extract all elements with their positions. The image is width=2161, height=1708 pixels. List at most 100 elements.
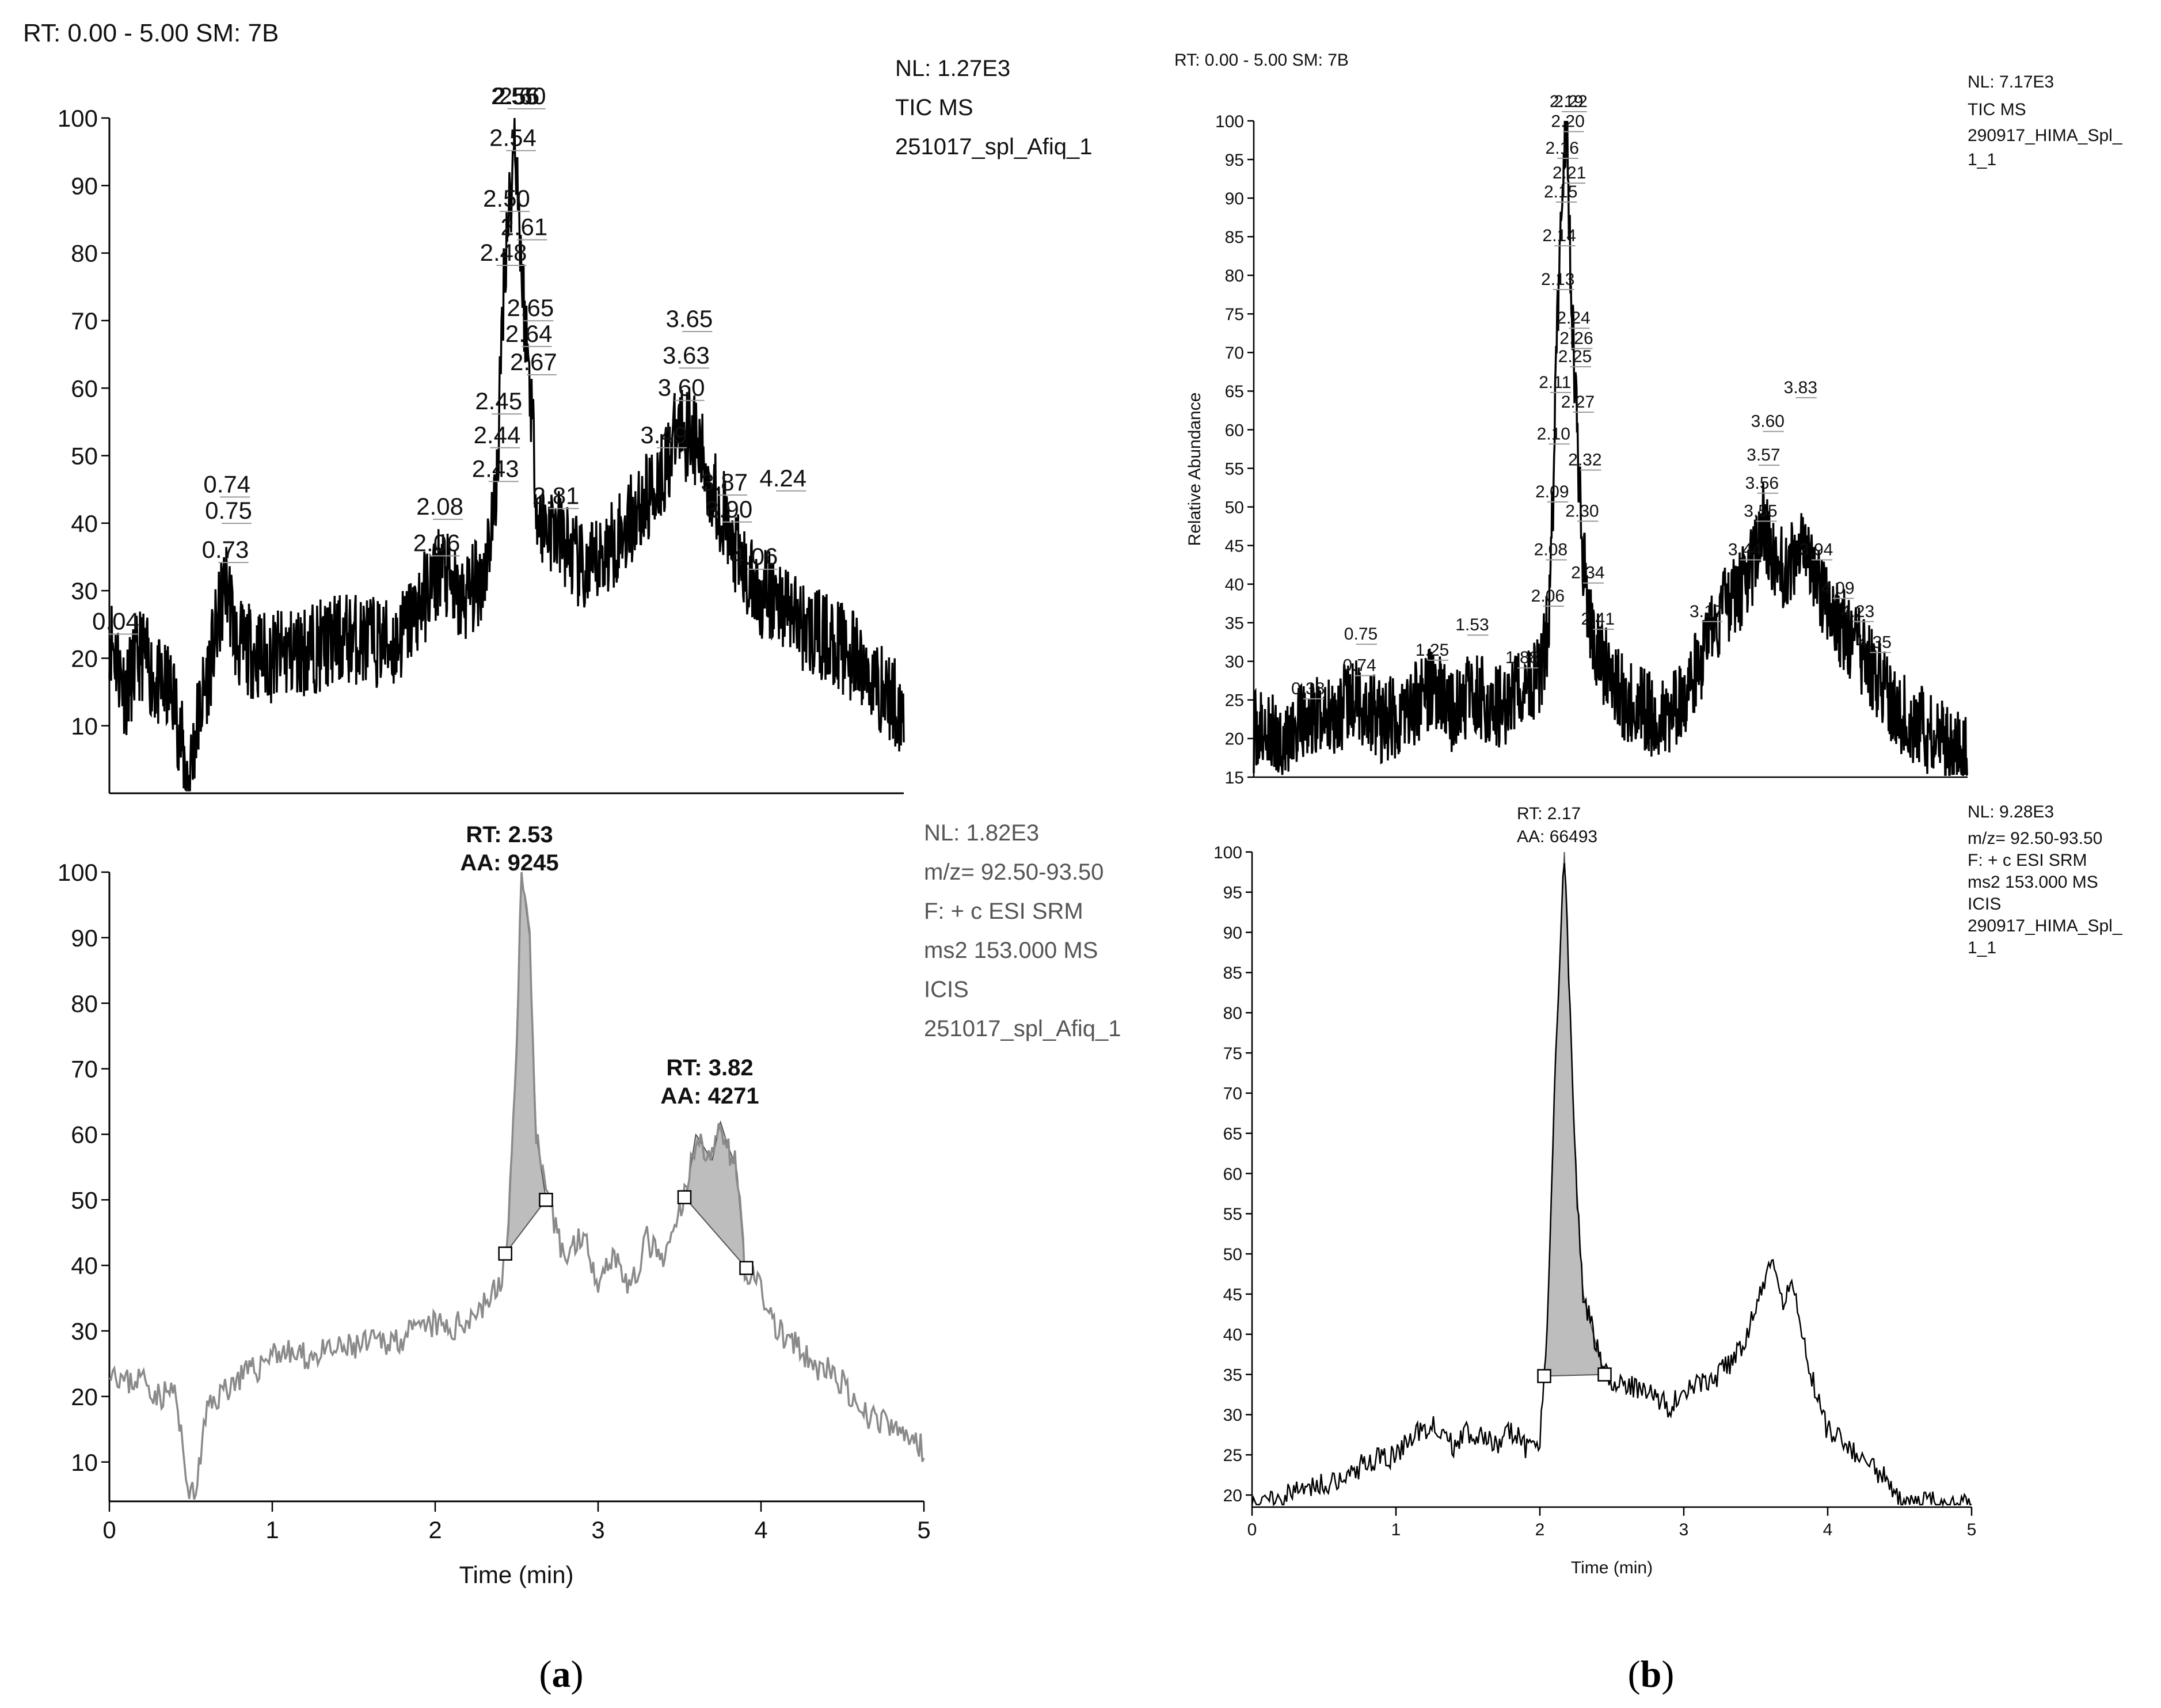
- peak-label: 2.15: [1544, 182, 1577, 201]
- y-tick-label: 30: [71, 577, 98, 604]
- y-tick-label: 40: [71, 1252, 98, 1279]
- peak-label: 1.25: [1416, 641, 1449, 660]
- peak-label: 2.41: [1581, 610, 1614, 629]
- y-tick-label: 90: [1225, 189, 1244, 208]
- panel-a: RT: 0.00 - 5.00 SM: 7B NL: 1.27E3 TIC MS…: [23, 19, 1121, 1695]
- y-tick-label: 25: [1223, 1446, 1242, 1465]
- peak-label: 3.83: [1784, 378, 1817, 397]
- peak-label: 3.17: [1690, 602, 1723, 621]
- peak-label: 2.65: [507, 294, 554, 321]
- peak-label: 2.25: [1558, 347, 1592, 366]
- peak-label: 2.16: [1545, 139, 1578, 158]
- y-tick-label: 45: [1223, 1285, 1242, 1304]
- peak-label: 2.11: [1539, 373, 1571, 392]
- info-line: ms2 153.000 MS: [924, 938, 1098, 963]
- info-line: ICIS: [924, 977, 969, 1002]
- panel-a-header: RT: 0.00 - 5.00 SM: 7B: [23, 19, 279, 47]
- peak-label: 4.09: [1821, 579, 1854, 598]
- x-tick-label: 1: [1391, 1520, 1401, 1539]
- a-srm-peak1-label: RT: 2.53 AA: 9245: [460, 822, 558, 876]
- peak-label: 2.61: [500, 213, 547, 240]
- y-tick-label: 95: [1225, 151, 1244, 170]
- y-tick-label: 30: [1223, 1406, 1242, 1425]
- y-tick-label: 70: [71, 1056, 98, 1083]
- peak-boundary-marker: [677, 1190, 692, 1204]
- y-tick-label: 80: [1223, 1004, 1242, 1023]
- info-line: F: + c ESI SRM: [1968, 851, 2087, 870]
- x-tick-label: 3: [1679, 1520, 1689, 1539]
- peak-boundary-marker: [539, 1193, 553, 1207]
- peak-label: 2.44: [474, 421, 521, 448]
- peak-label: 2.60: [499, 82, 546, 109]
- peak-label: 2.50: [483, 185, 530, 212]
- y-tick-label: 80: [71, 240, 98, 267]
- y-tick-label: 10: [71, 1449, 98, 1476]
- peak-label: 3.94: [1799, 540, 1833, 559]
- info-line: 1_1: [1968, 150, 1996, 169]
- panel-a-tic-info: NL: 1.27E3 TIC MS 251017_spl_Afiq_1: [895, 56, 1093, 159]
- y-tick-label: 65: [1225, 382, 1244, 401]
- peak-label: 4.23: [1841, 602, 1874, 621]
- peak-boundary-marker: [1537, 1369, 1551, 1383]
- peak-label: 0.38: [1291, 679, 1325, 698]
- y-tick-label: 25: [1225, 691, 1244, 710]
- x-tick-label: 5: [917, 1516, 930, 1543]
- y-tick-label: 90: [71, 925, 98, 952]
- peak-label: 2.81: [532, 482, 580, 509]
- peak-label: 2.21: [1553, 163, 1586, 182]
- peak-label: 2.67: [510, 348, 557, 375]
- y-tick-label: 85: [1223, 964, 1242, 983]
- x-tick-label: 2: [428, 1516, 442, 1543]
- peak-boundary-marker: [1597, 1367, 1612, 1382]
- x-tick-label: 5: [1967, 1520, 1977, 1539]
- peak-label: 2.56: [493, 82, 540, 109]
- peak-label: 3.60: [1751, 412, 1785, 431]
- y-tick-label: 20: [71, 645, 98, 672]
- info-line: NL: 7.17E3: [1968, 73, 2054, 92]
- y-tick-label: 95: [1223, 884, 1242, 903]
- y-tick-label: 50: [71, 443, 98, 470]
- y-tick-label: 70: [1225, 344, 1244, 363]
- y-tick-label: 100: [58, 859, 98, 886]
- peak-label: 2.06: [413, 529, 461, 556]
- peak-label: 0.75: [1344, 625, 1378, 644]
- srm-trace: [108, 872, 925, 1500]
- info-line: F: + c ESI SRM: [924, 899, 1083, 924]
- peak-label: 2.34: [1571, 564, 1604, 583]
- b-srm-xlabel: Time (min): [1571, 1558, 1653, 1577]
- y-tick-label: 20: [71, 1383, 98, 1410]
- info-line: NL: 1.27E3: [895, 56, 1010, 81]
- peak-label: 3.57: [1747, 446, 1780, 465]
- info-line: m/z= 92.50-93.50: [1968, 829, 2102, 848]
- peak-label: 2.24: [1557, 309, 1590, 328]
- y-tick-label: 45: [1225, 537, 1244, 556]
- b-srm-peak1-label: RT: 2.17 AA: 66493: [1517, 804, 1597, 846]
- y-tick-label: 55: [1225, 459, 1244, 478]
- y-tick-label: 15: [1225, 769, 1244, 788]
- peak-label: 0.75: [205, 497, 252, 524]
- a-srm-xlabel: Time (min): [459, 1561, 573, 1588]
- peak-label: 2.32: [1568, 451, 1601, 470]
- peak-label: 4.06: [731, 543, 778, 570]
- peak-label: 2.09: [1535, 482, 1569, 501]
- y-tick-label: 50: [1223, 1245, 1242, 1264]
- peak-label: 2.14: [1543, 226, 1576, 245]
- peak-label: 2.06: [1531, 587, 1565, 606]
- info-line: NL: 1.82E3: [924, 820, 1039, 846]
- y-tick-label: 100: [1213, 843, 1242, 862]
- peak-label: 2.55: [491, 82, 538, 109]
- panel-b-label: (b): [1628, 1653, 1675, 1695]
- info-line: 290917_HIMA_Spl_: [1968, 916, 2123, 935]
- peak-label: 2.10: [1537, 424, 1570, 443]
- peak-label: 4.24: [759, 465, 806, 492]
- panel-b-header: RT: 0.00 - 5.00 SM: 7B: [1174, 51, 1349, 70]
- panel-a-tic-chart: 10 20 30 40 50 60 70 80 90 100 0.04 0.73 0.750.74 2.…: [58, 82, 905, 794]
- info-line: ms2 153.000 MS: [1968, 873, 2098, 892]
- x-tick-label: 4: [1823, 1520, 1833, 1539]
- y-tick-label: 80: [71, 990, 98, 1017]
- peak-label: 2.08: [1534, 540, 1568, 559]
- y-tick-label: 30: [1225, 653, 1244, 672]
- peak-label: 0.04: [92, 608, 139, 635]
